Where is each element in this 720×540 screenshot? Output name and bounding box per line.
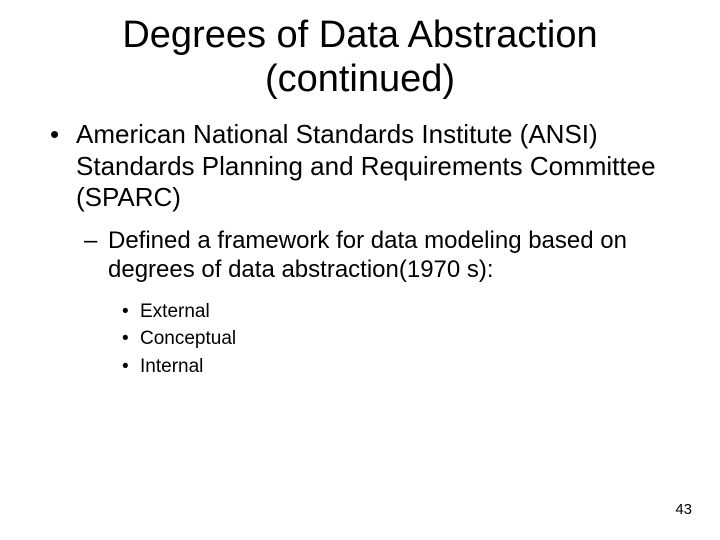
slide-container: Degrees of Data Abstraction (continued) …: [0, 0, 720, 540]
title-line-2: (continued): [265, 58, 455, 100]
bullet-main-text: American National Standards Institute (A…: [76, 119, 656, 211]
bullet-sub-text: Defined a framework for data modeling ba…: [108, 227, 627, 283]
title-line-1: Degrees of Data Abstraction: [122, 14, 597, 56]
bullet-level-3: Internal: [50, 354, 670, 380]
bullet-level-1: American National Standards Institute (A…: [50, 119, 670, 213]
bullet-level-2: Defined a framework for data modeling ba…: [50, 227, 670, 285]
slide-title: Degrees of Data Abstraction (continued): [0, 0, 720, 101]
item-conceptual: Conceptual: [140, 328, 236, 349]
item-external: External: [140, 301, 210, 322]
slide-body: American National Standards Institute (A…: [0, 101, 720, 379]
bullet-level-3: Conceptual: [50, 326, 670, 352]
item-internal: Internal: [140, 356, 203, 377]
page-number: 43: [675, 501, 692, 518]
bullet-level-3: External: [50, 299, 670, 325]
